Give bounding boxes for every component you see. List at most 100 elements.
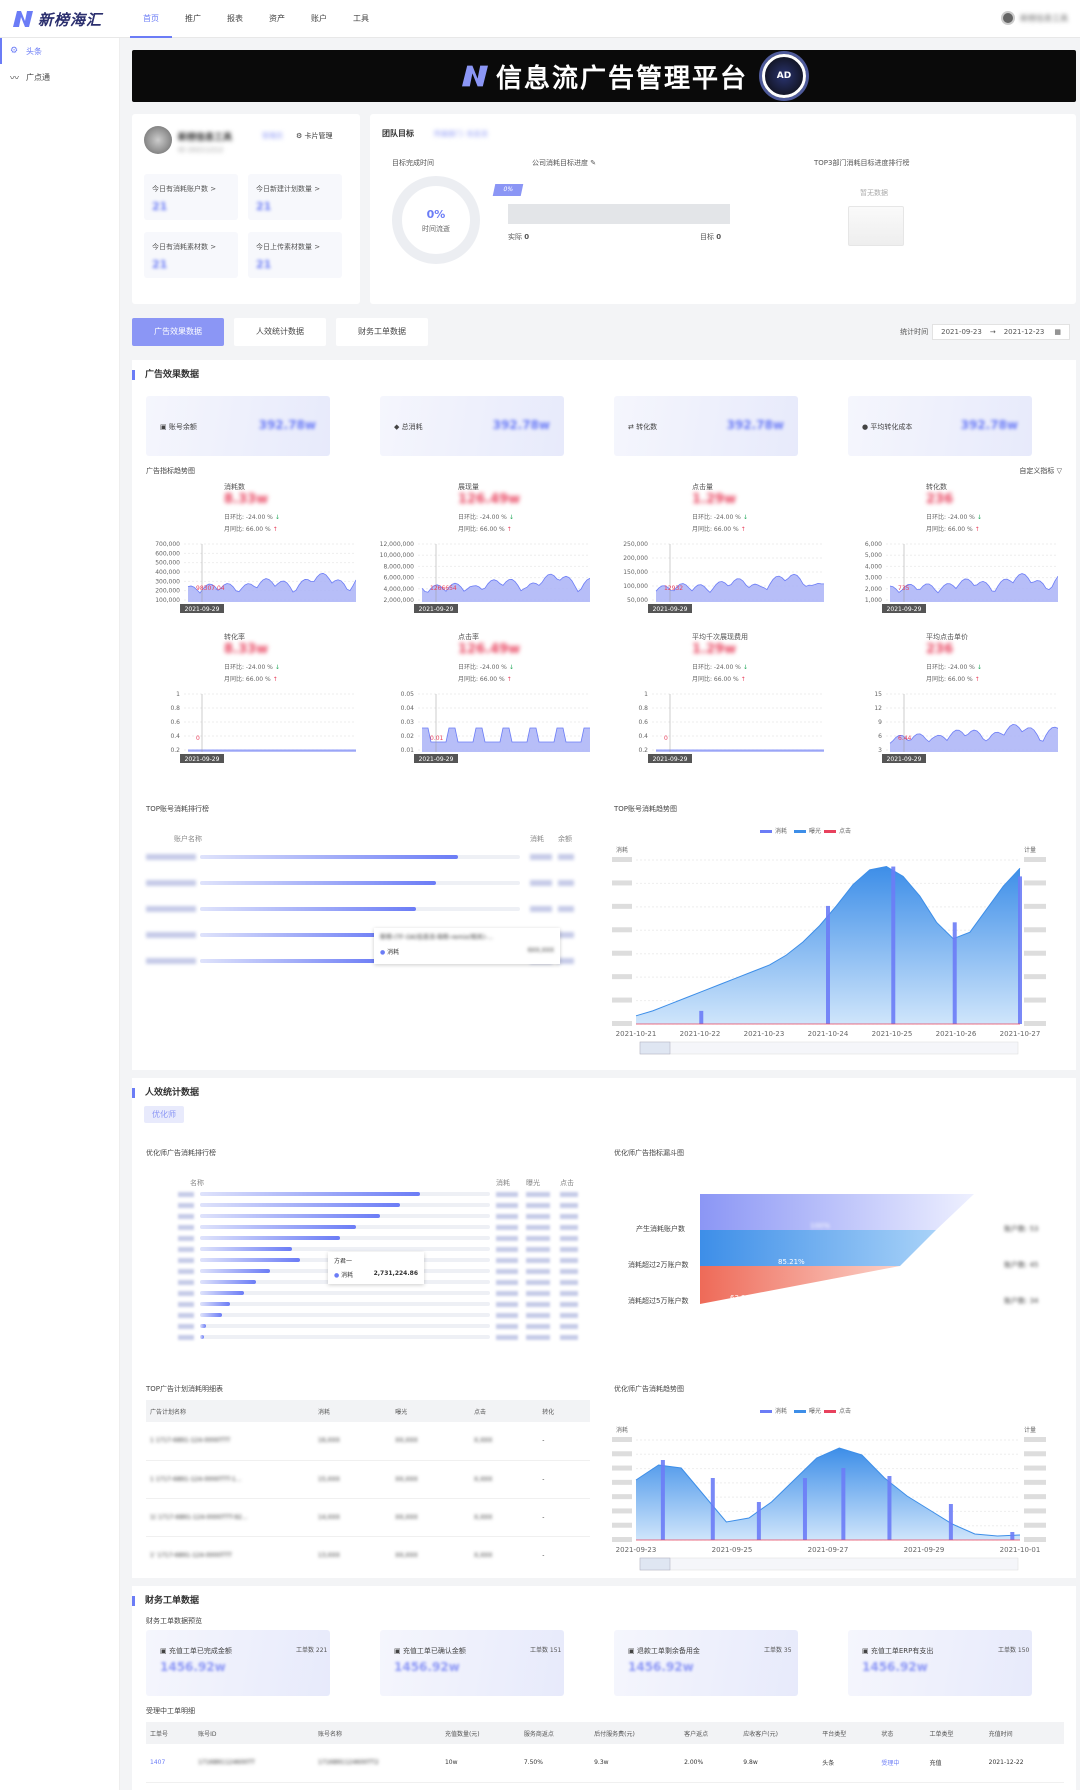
tooltip-name: 方君一 <box>334 1258 353 1265</box>
opt-bar[interactable] <box>200 1192 420 1196</box>
date-picker[interactable]: 2021-09-23 → 2021-12-23 ▦ <box>932 324 1070 340</box>
rank-bar[interactable] <box>200 907 416 911</box>
nav-assets[interactable]: 资产 <box>269 14 285 23</box>
trend-bar[interactable] <box>1018 876 1022 1024</box>
plan-table-wrap[interactable]: 广告计划名称 消耗 曝光 点击 转化 1 1717-6891-124-0000T… <box>146 1400 590 1570</box>
optimizer-tag[interactable]: 优化师 <box>144 1106 184 1123</box>
zoom-handle[interactable] <box>639 1041 671 1055</box>
trend-bar[interactable] <box>891 866 896 1024</box>
zoom-slider[interactable] <box>639 1557 1019 1571</box>
kpi-consume: ◆ 总消耗 392.78w <box>380 396 564 456</box>
metric-card: 点击量 1.29w 日环比: -24.00 % ↓ 月同比: 66.00 % ↑ 250… <box>614 482 846 622</box>
zoom-slider[interactable] <box>639 1041 1019 1055</box>
tab-finance[interactable]: 财务工单数据 <box>336 318 428 346</box>
y-tick-left <box>612 927 632 933</box>
finance-col-header: 工单类型 <box>925 1722 985 1744</box>
rank-bar[interactable] <box>200 959 380 963</box>
finance-cell[interactable]: 1407 <box>146 1744 195 1783</box>
funnel-level-1[interactable] <box>700 1194 974 1230</box>
table-row[interactable]: 1 1717-6891-124-0000TTT 16,XXX XX,XXX X,XXX… <box>146 1422 590 1461</box>
col-plan-name: 广告计划名称 <box>146 1400 314 1422</box>
custom-metrics-button[interactable]: 自定义指标 ▽ <box>1019 466 1062 476</box>
finance-overview-title: 财务工单数据预览 <box>146 1617 202 1625</box>
nav-home[interactable]: 首页 <box>130 0 172 38</box>
funnel-level-3[interactable] <box>700 1266 900 1304</box>
trend-bar[interactable] <box>948 1504 953 1540</box>
rank-bar[interactable] <box>200 855 458 859</box>
finance-card-refund[interactable]: ▣ 退款工单剩余备用金 工单数 35 1456.92w <box>614 1630 798 1696</box>
kpi-avg-cost: ● 平均转化成本 392.78w <box>848 396 1032 456</box>
zoom-handle[interactable] <box>639 1557 671 1571</box>
sidebar-item-guangdiantong[interactable]: 〰广点通 <box>0 64 119 90</box>
trend-bar[interactable] <box>952 922 957 1024</box>
tooltip-series: 消耗 <box>341 1272 354 1279</box>
opt-bar[interactable] <box>200 1291 244 1295</box>
rank-bar[interactable] <box>200 933 386 937</box>
finance-card-completed[interactable]: ▣ 充值工单已完成金额 工单数 221 1456.92w <box>146 1630 330 1696</box>
trend-bar[interactable] <box>660 1460 665 1540</box>
sidebar-item-toutiao[interactable]: ⚙ 头条 <box>0 38 119 64</box>
nav-tools[interactable]: 工具 <box>353 14 369 23</box>
finance-card-confirmed[interactable]: ▣ 充值工单已确认金额 工单数 151 1456.92w <box>380 1630 564 1696</box>
nav-account[interactable]: 账户 <box>311 14 327 23</box>
opt-bar[interactable] <box>200 1280 256 1284</box>
trend-bar[interactable] <box>710 1478 715 1540</box>
finance-card-erp[interactable]: ▣ 充值工单ERP有支出 工单数 150 1456.92w <box>848 1630 1032 1696</box>
stat-uploads[interactable]: 今日上传素材数量 > 21 <box>248 232 342 278</box>
edit-icon[interactable]: ✎ <box>590 159 597 167</box>
trend-bar[interactable] <box>802 1478 807 1540</box>
table-cell: - <box>538 1460 590 1499</box>
table-row[interactable]: 1' 1717-6891-124-0000TTT 13,XXX XX,XXX X,XX… <box>146 1536 590 1570</box>
rank-consume <box>530 880 552 886</box>
opt-bar[interactable] <box>200 1225 356 1229</box>
table-row[interactable]: 1 1717-6891-124-0000TTT-1... 15,XXX XX,XXX… <box>146 1460 590 1499</box>
funnel-level-2[interactable] <box>700 1230 936 1266</box>
table-row[interactable]: 1( 1717-6891-124-0000TTT-92... 14,XXX XX,X… <box>146 1498 590 1537</box>
rank-bar[interactable] <box>200 881 436 885</box>
metric-sparkline: 250,000 200,000 150,000 100,000 50,000 12932 2… <box>623 541 824 613</box>
trend-bar[interactable] <box>826 905 830 1024</box>
stat-materials[interactable]: 今日有消耗素材数 > 21 <box>144 232 238 278</box>
trend-bar[interactable] <box>1010 1532 1015 1540</box>
chart-legend[interactable]: 消耗 曝光 点击 <box>760 1407 851 1415</box>
metric-dod: 日环比: -24.00 % ↓ <box>224 662 280 671</box>
opt-bar[interactable] <box>200 1236 340 1240</box>
opt-bar[interactable] <box>200 1258 300 1262</box>
y-tick: 4,000 <box>865 563 882 570</box>
series-line <box>889 573 1058 594</box>
brand-logo[interactable]: 新榜海汇 <box>12 7 102 31</box>
tab-people[interactable]: 人效统计数据 <box>234 318 326 346</box>
opt-bar[interactable] <box>200 1335 204 1339</box>
opt-bar[interactable] <box>200 1269 270 1273</box>
avatar[interactable] <box>1001 11 1015 25</box>
profile-id: ID 20211212 <box>178 146 224 154</box>
tab-ad-effect[interactable]: 广告效果数据 <box>132 318 224 346</box>
table-row[interactable]: 1407 1716891124600TT 1716891124600TT2 10w 7.… <box>146 1744 1064 1783</box>
opt-bar[interactable] <box>200 1313 222 1317</box>
nav-report[interactable]: 报表 <box>227 14 243 23</box>
metric-name: 平均点击单价 <box>926 633 968 641</box>
trend-bar[interactable] <box>699 1010 704 1024</box>
user-menu[interactable]: 新榜信息工具 <box>1001 11 1068 25</box>
metric-sparkline: 700,000 600,000 500,000 400,000 300,000 200,0… <box>155 541 356 613</box>
card-manage-link[interactable]: ⚙ 卡片管理 <box>296 131 333 141</box>
trend-bar[interactable] <box>841 1468 846 1540</box>
arrow-up-icon: ↑ <box>272 526 278 533</box>
nav-promote[interactable]: 推广 <box>185 14 201 23</box>
opt-bar[interactable] <box>200 1302 230 1306</box>
chart-legend[interactable]: 消耗 曝光 点击 <box>760 827 851 835</box>
arrow-down-icon: ↓ <box>508 514 514 521</box>
date-range: 统计时间 2021-09-23 → 2021-12-23 ▦ <box>900 324 1070 340</box>
stat-new-plans[interactable]: 今日新建计划数量 > 21 <box>248 174 342 220</box>
trend-bar[interactable] <box>887 1476 892 1540</box>
trend-bar[interactable] <box>756 1502 761 1540</box>
y-tick: 300,000 <box>155 578 180 585</box>
x-tick: 2021-10-23 <box>744 1030 785 1038</box>
stat-accounts[interactable]: 今日有消耗账户数 > 21 <box>144 174 238 220</box>
opt-bar[interactable] <box>200 1214 380 1218</box>
opt-bar[interactable] <box>200 1203 400 1207</box>
opt-bar[interactable] <box>200 1247 292 1251</box>
opt-bar[interactable] <box>200 1324 206 1328</box>
rank-name <box>146 854 196 860</box>
